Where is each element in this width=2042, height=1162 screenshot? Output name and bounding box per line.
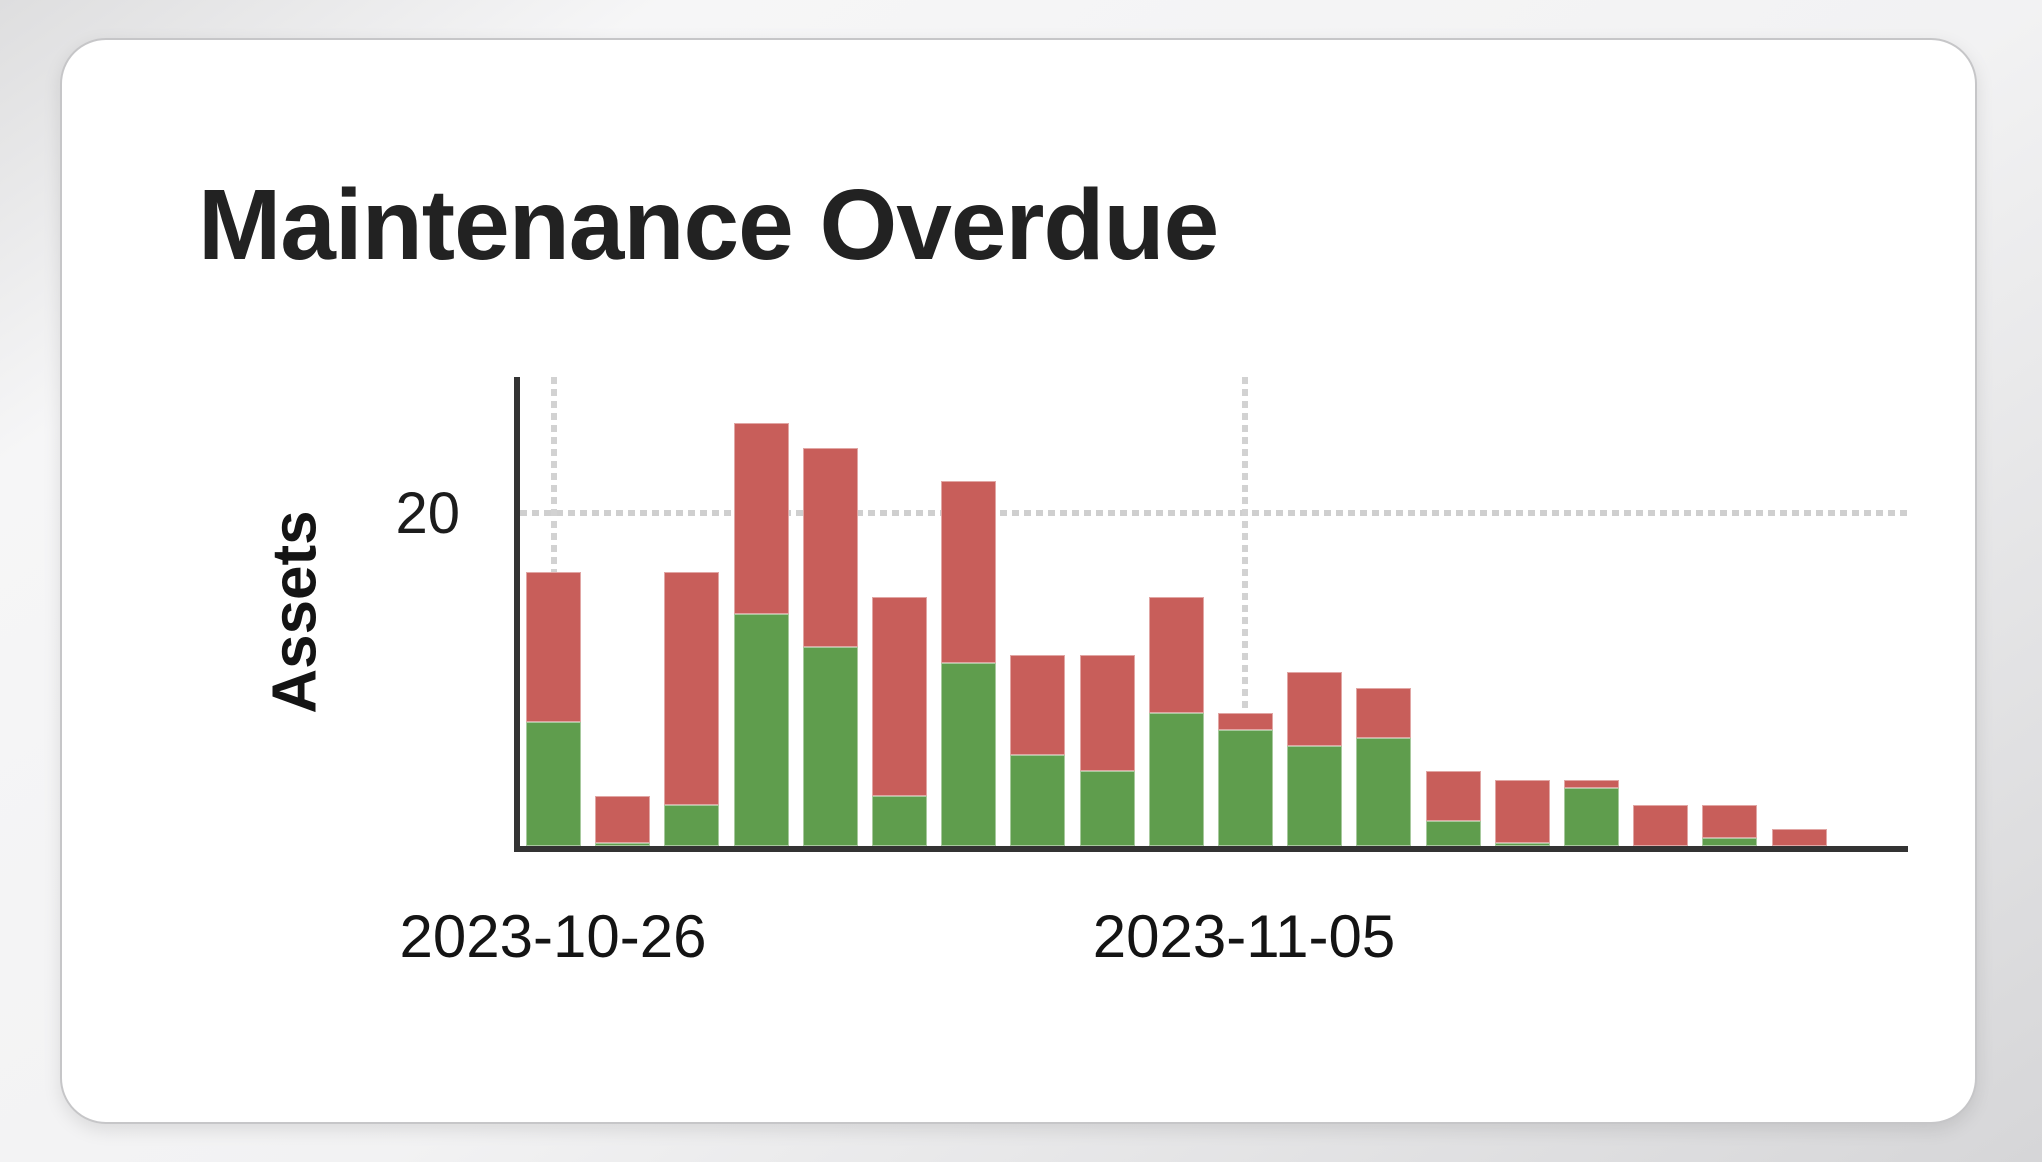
bar-2023-10-31[interactable] bbox=[872, 597, 927, 846]
red-segment bbox=[1218, 713, 1273, 730]
bar-2023-10-29[interactable] bbox=[733, 422, 789, 846]
green-segment bbox=[1218, 729, 1273, 846]
maintenance-overdue-card: Maintenance Overdue Assets 20 2023-10-26… bbox=[60, 38, 1977, 1124]
bar-2023-11-13[interactable] bbox=[1771, 829, 1827, 846]
red-segment bbox=[1425, 771, 1481, 822]
plot-area bbox=[514, 377, 1908, 852]
red-segment bbox=[1356, 688, 1412, 739]
red-segment bbox=[1079, 655, 1135, 772]
red-segment bbox=[733, 422, 789, 614]
bar-2023-11-11[interactable] bbox=[1633, 804, 1689, 846]
red-segment bbox=[1771, 829, 1827, 846]
green-segment bbox=[1148, 713, 1204, 846]
horizontal-gridline-20 bbox=[520, 510, 1908, 516]
bar-2023-11-12[interactable] bbox=[1702, 804, 1758, 847]
green-segment bbox=[733, 613, 789, 846]
green-segment bbox=[802, 646, 858, 846]
red-segment bbox=[802, 447, 858, 647]
green-segment bbox=[664, 804, 720, 846]
green-segment bbox=[1564, 787, 1619, 846]
bar-2023-11-05[interactable] bbox=[1218, 713, 1273, 846]
bar-2023-11-08[interactable] bbox=[1425, 771, 1481, 846]
green-segment bbox=[1494, 842, 1550, 846]
red-segment bbox=[1010, 655, 1066, 755]
x-axis-tick-2023-10-26: 2023-10-26 bbox=[399, 903, 707, 970]
red-segment bbox=[872, 597, 927, 797]
red-segment bbox=[1148, 597, 1204, 714]
red-segment bbox=[664, 572, 720, 805]
bar-2023-10-27[interactable] bbox=[595, 796, 651, 846]
red-segment bbox=[595, 796, 651, 843]
red-segment bbox=[941, 480, 997, 664]
bar-2023-10-30[interactable] bbox=[802, 447, 858, 846]
green-segment bbox=[1010, 754, 1066, 846]
red-segment bbox=[1564, 779, 1619, 788]
green-segment bbox=[526, 721, 581, 846]
green-segment bbox=[941, 663, 997, 846]
red-segment bbox=[1633, 804, 1689, 846]
green-segment bbox=[1425, 821, 1481, 846]
red-segment bbox=[1287, 671, 1343, 747]
bar-2023-11-03[interactable] bbox=[1079, 655, 1135, 846]
chart-title: Maintenance Overdue bbox=[198, 169, 1219, 281]
bar-2023-11-07[interactable] bbox=[1356, 688, 1412, 846]
bar-2023-11-02[interactable] bbox=[1010, 655, 1066, 846]
green-segment bbox=[1079, 771, 1135, 846]
red-segment bbox=[526, 572, 581, 722]
bar-2023-11-01[interactable] bbox=[941, 480, 997, 846]
green-segment bbox=[595, 842, 651, 846]
green-segment bbox=[1356, 738, 1412, 846]
bar-2023-11-04[interactable] bbox=[1148, 597, 1204, 846]
green-segment bbox=[1702, 837, 1758, 846]
bar-2023-11-06[interactable] bbox=[1287, 671, 1343, 846]
x-axis-tick-2023-11-05: 2023-11-05 bbox=[1092, 903, 1396, 970]
red-segment bbox=[1702, 804, 1758, 838]
bar-2023-11-10[interactable] bbox=[1564, 779, 1619, 846]
green-segment bbox=[872, 796, 927, 846]
bar-2023-10-26[interactable] bbox=[526, 572, 581, 846]
bar-2023-11-09[interactable] bbox=[1494, 779, 1550, 846]
bar-2023-10-28[interactable] bbox=[664, 572, 720, 846]
vertical-gridline-2023-11-05 bbox=[1242, 377, 1248, 846]
red-segment bbox=[1494, 779, 1550, 843]
y-axis-tick-20: 20 bbox=[395, 481, 460, 546]
green-segment bbox=[1287, 746, 1343, 846]
